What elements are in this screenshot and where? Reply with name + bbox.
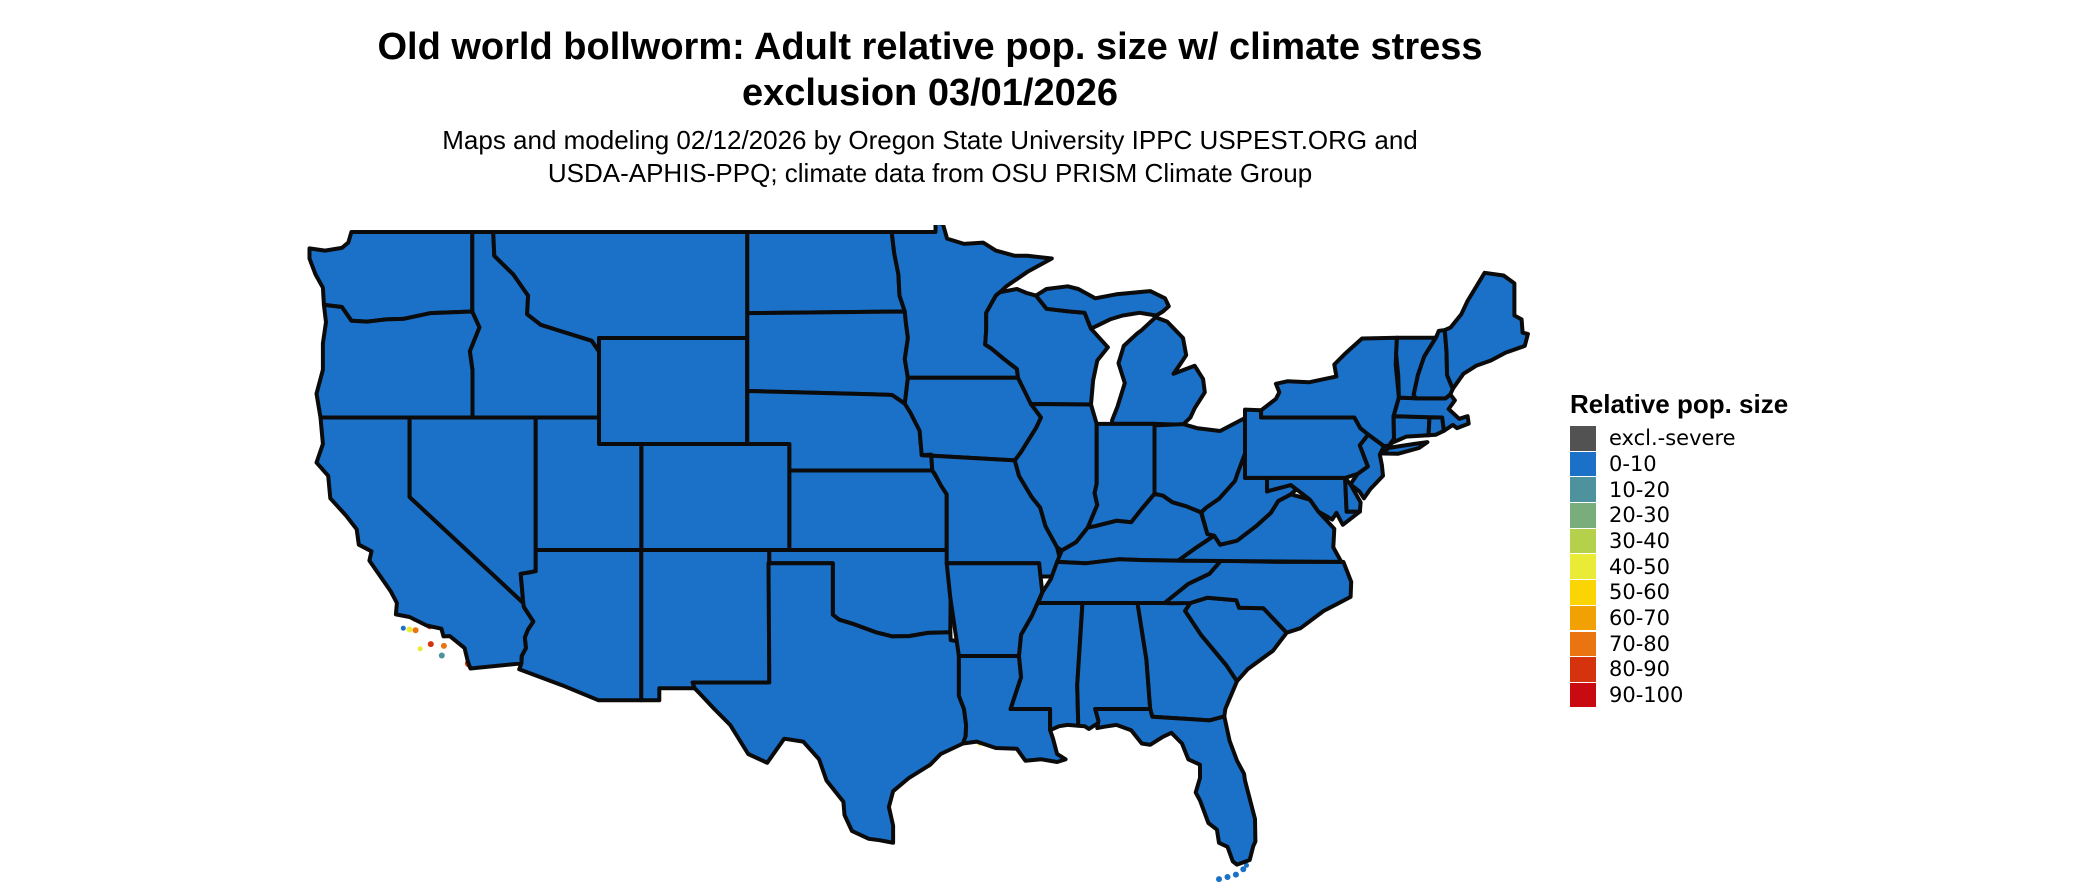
legend-label: 20-30 (1609, 503, 1671, 528)
state-border-arizona (517, 548, 644, 703)
legend-label: 90-100 (1609, 683, 1684, 708)
legend-item: 80-90 (1570, 657, 1910, 682)
map-svg (307, 225, 1530, 883)
state-borders (307, 225, 1530, 867)
legend-item: 50-60 (1570, 580, 1910, 605)
legend-swatch (1570, 605, 1596, 631)
legend-item: 10-20 (1570, 477, 1910, 502)
legend-label: 60-70 (1609, 606, 1671, 631)
page-subtitle: Maps and modeling 02/12/2026 by Oregon S… (0, 124, 1860, 190)
state-border-florida (1093, 707, 1258, 867)
legend-swatch (1570, 503, 1596, 528)
map-spot (1244, 862, 1249, 868)
state-border-kansas (787, 468, 949, 552)
legend-item: excl.-severe (1570, 426, 1910, 451)
map-spot (406, 626, 413, 633)
map-spot (438, 652, 445, 659)
page-title-line2: exclusion 03/01/2026 (741, 72, 1119, 114)
state-border-connecticut (1388, 414, 1432, 446)
page-title-line1: Old world bollworm: Adult relative pop. … (377, 26, 1483, 68)
state-border-oregon (314, 302, 482, 420)
legend-label: 0-10 (1609, 451, 1657, 476)
legend-rows: excl.-severe 0-10 10-20 20-30 30-40 40-50 50-6… (1570, 426, 1910, 708)
map-spot (400, 625, 406, 631)
legend-item: 0-10 (1570, 451, 1910, 477)
legend-label: 50-60 (1609, 580, 1671, 605)
legend-swatch (1570, 657, 1596, 682)
legend-swatch (1570, 477, 1596, 502)
state-border-pennsylvania (1243, 407, 1371, 480)
legend-title: Relative pop. size (1570, 389, 1789, 419)
page-subtitle-line1: Maps and modeling 02/12/2026 by Oregon S… (442, 125, 1418, 155)
legend-swatch (1570, 682, 1596, 708)
legend-swatch (1570, 580, 1596, 605)
map-spot (417, 646, 423, 652)
map-spot (1240, 866, 1247, 873)
state-border-michigan-lower (1110, 315, 1207, 427)
state-border-north-dakota (745, 230, 907, 316)
legend-label: 10-20 (1609, 477, 1671, 502)
legend-label: 30-40 (1609, 529, 1671, 553)
legend-item: 20-30 (1570, 503, 1910, 528)
legend-item: 70-80 (1570, 631, 1910, 656)
legend-item: 40-50 (1570, 554, 1910, 579)
map-spot (427, 641, 434, 648)
legend-swatch (1570, 554, 1596, 579)
legend-swatch (1570, 426, 1596, 451)
map-spot (1216, 876, 1222, 883)
state-border-maine (1442, 270, 1530, 391)
state-border-iowa (902, 375, 1043, 463)
map-spot (1232, 871, 1239, 878)
map-spot (1224, 874, 1231, 880)
title-block: Old world bollworm: Adult relative pop. … (0, 24, 1860, 116)
legend-label: 40-50 (1609, 554, 1671, 579)
page-title: Old world bollworm: Adult relative pop. … (0, 24, 1860, 116)
state-border-colorado (639, 442, 792, 552)
legend-item: 30-40 (1570, 528, 1910, 554)
map-spot (412, 627, 419, 634)
map-spot (440, 642, 447, 649)
state-border-wyoming (597, 336, 750, 446)
legend-item: 90-100 (1570, 682, 1910, 708)
legend-item: 60-70 (1570, 605, 1910, 631)
legend: Relative pop. size excl.-severe 0-10 10-20… (1570, 390, 1910, 709)
legend-label: excl.-severe (1609, 426, 1736, 451)
us-population-map (307, 225, 1547, 885)
state-border-new-mexico (639, 548, 772, 703)
legend-label: 70-80 (1609, 631, 1671, 656)
page-subtitle-line2: USDA-APHIS-PPQ; climate data from OSU PR… (547, 158, 1313, 188)
legend-swatch (1570, 451, 1596, 477)
legend-label: 80-90 (1609, 657, 1671, 682)
legend-swatch (1570, 528, 1596, 554)
legend-swatch (1570, 631, 1596, 656)
